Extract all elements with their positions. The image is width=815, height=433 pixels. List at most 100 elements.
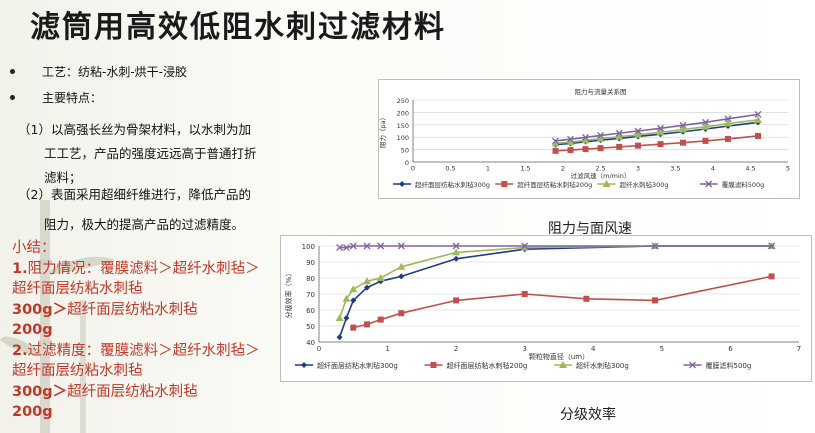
- summary-item-1-number: 1.: [12, 260, 28, 277]
- summary-item-1-text: 阻力情况：覆膜滤料＞超纤水刺毡＞超纤面层纺粘水刺毡: [12, 260, 260, 298]
- series-line-0: [338, 245, 772, 338]
- data-point: [398, 273, 405, 280]
- data-point: [363, 277, 371, 285]
- data-point: [567, 135, 574, 143]
- data-point: [724, 115, 732, 123]
- summary-item-1-end: 200g: [12, 322, 53, 338]
- data-point: [583, 295, 590, 302]
- x-tick-label: 4: [711, 165, 715, 173]
- y-tick-label: 70: [306, 291, 315, 299]
- data-point: [567, 147, 574, 154]
- x-tick-label: 1: [486, 165, 490, 173]
- data-point: [349, 242, 357, 250]
- data-point: [635, 142, 641, 149]
- data-point: [657, 124, 664, 132]
- data-point: [680, 139, 686, 146]
- data-point: [521, 242, 529, 250]
- point-1-line-3: 滤料；: [44, 170, 82, 185]
- slide-title: 滤筒用高效低阻水刺过滤材料: [30, 10, 446, 45]
- x-tick-label: 4: [591, 345, 596, 353]
- y-tick-label: 50: [306, 323, 315, 331]
- data-point: [398, 310, 405, 317]
- data-point: [350, 324, 357, 331]
- y-tick-label: 100: [397, 134, 409, 142]
- legend-label: 超纤面层纺粘水刺毡200g: [447, 361, 528, 370]
- data-point: [581, 136, 590, 144]
- data-point: [552, 147, 559, 154]
- efficiency-chart: 40 50 60 70 80 90 100 0 1 2 3 4 5 6 7 颗粒物直径（um） 分级效率（%） 超…: [284, 242, 801, 370]
- resistance-chart-frame: 阻力与流量关系图 0 50 100 150 200 250 0 0.5 1 1.5 2 2.5 3 3.5 4…: [378, 79, 800, 199]
- summary-item-1: 1.阻力情况：覆膜滤料＞超纤水刺毡＞超纤面层纺粘水刺毡 300g＞超纤面层纺粘水刺…: [12, 259, 262, 341]
- summary-heading: 小结：: [12, 240, 56, 256]
- legend-marker: [559, 361, 567, 368]
- data-point: [615, 129, 623, 137]
- y-tick-label: 200: [397, 109, 409, 117]
- data-point: [349, 285, 358, 293]
- data-point: [656, 128, 665, 136]
- data-point: [634, 130, 642, 138]
- data-point: [768, 273, 775, 280]
- x-tick-label: 4.5: [745, 165, 755, 173]
- x-tick-label: 5: [660, 345, 664, 353]
- data-point: [755, 132, 761, 139]
- y-tick-label: 90: [306, 259, 315, 267]
- point-1-line-2: 工工艺，产品的强度远远高于普通打折: [44, 146, 257, 161]
- summary-item-1-tail: 300g＞: [12, 301, 68, 318]
- data-point: [582, 133, 589, 141]
- data-point: [725, 135, 731, 142]
- data-point: [582, 146, 589, 153]
- series-line-3: [339, 245, 772, 249]
- data-point: [377, 242, 385, 250]
- y-tick-label: 50: [401, 147, 409, 155]
- data-point: [724, 119, 732, 127]
- legend-label: 超纤水刺毡300g: [576, 361, 629, 370]
- data-point: [363, 242, 371, 250]
- x-tick-label: 5: [786, 165, 790, 173]
- x-tick-label: 2: [454, 345, 458, 353]
- point-1: （1）以高强长丝为骨架材料，以水刺为加 工工艺，产品的强度远远高于普通打折 滤料…: [18, 118, 257, 190]
- data-point: [376, 274, 385, 281]
- x-tick-label: 6: [728, 345, 733, 353]
- legend-label: 覆膜滤料500g: [722, 180, 765, 189]
- legend-label: 超纤水刺毡300g: [620, 180, 669, 189]
- data-point: [597, 132, 604, 139]
- data-point: [397, 262, 406, 270]
- x-tick-label: 0: [411, 165, 415, 173]
- legend-marker: [430, 362, 437, 368]
- caption-efficiency: 分级效率: [560, 407, 616, 423]
- y-axis-label: 分级效率（%）: [284, 270, 293, 319]
- summary-item-2-tail-text: 超纤面层纺粘水刺毡: [67, 383, 198, 400]
- y-tick-label: 0: [405, 159, 409, 167]
- data-point: [754, 115, 762, 123]
- legend-marker: [689, 361, 696, 369]
- bullet-features: 主要特点：: [42, 91, 103, 105]
- data-point: [377, 316, 384, 323]
- data-point: [342, 244, 350, 252]
- data-point: [615, 132, 624, 140]
- x-tick-label: 1.5: [520, 165, 530, 173]
- summary-item-2-text: 过滤精度：覆膜滤料＞超纤水刺毡＞超纤面层纺粘水刺毡: [12, 342, 260, 380]
- x-tick-label: 3: [522, 345, 526, 353]
- data-point: [754, 110, 762, 118]
- bullet-dot: [10, 95, 15, 100]
- data-point: [350, 297, 357, 304]
- series-line-2: [338, 245, 772, 319]
- x-axis-label: 过滤风速（m/min）: [571, 171, 631, 180]
- legend-marker: [705, 180, 713, 188]
- point-2-line-1: （2）表面采用超细纤维进行，降低产品的: [18, 187, 251, 202]
- data-point: [634, 127, 642, 135]
- resistance-chart: 阻力与流量关系图 0 50 100 150 200 250 0 0.5 1 1.5 2 2.5 3 3.5 4…: [378, 87, 790, 189]
- legend-label: 超纤面层纺粘水刺毡300g: [317, 361, 398, 370]
- summary-item-2: 2.过滤精度：覆膜滤料＞超纤水刺毡＞超纤面层纺粘水刺毡 300g＞超纤面层纺粘水刺…: [12, 341, 262, 423]
- data-point: [679, 121, 687, 129]
- data-point: [453, 255, 460, 262]
- point-2: （2）表面采用超细纤维进行，降低产品的 阻力，极大的提高产品的过滤精度。: [18, 183, 251, 237]
- data-point: [702, 137, 709, 144]
- x-axis-label: 颗粒物直径（um）: [529, 352, 589, 361]
- x-tick-label: 2: [561, 165, 565, 173]
- x-tick-label: 2.5: [595, 165, 605, 173]
- x-tick-label: 0: [317, 345, 321, 353]
- point-2-line-2: 阻力，极大的提高产品的过滤精度。: [44, 217, 245, 232]
- y-tick-label: 60: [306, 307, 315, 315]
- data-point: [452, 242, 460, 250]
